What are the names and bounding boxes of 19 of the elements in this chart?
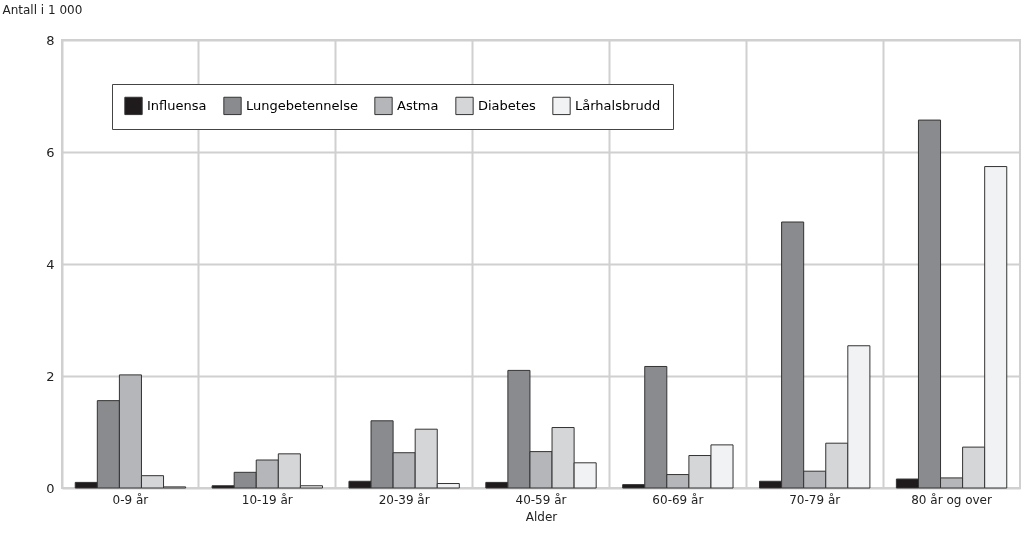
y-axis-title: Antall i 1 000 (2, 2, 83, 17)
y-tick-label: 6 (46, 144, 55, 160)
y-tick-label: 0 (46, 480, 55, 496)
legend-label: Diabetes (478, 97, 536, 113)
x-tick-label: 10-19 år (241, 492, 293, 507)
legend-label: Lårhalsbrudd (575, 97, 661, 113)
x-tick-label: 0-9 år (112, 492, 149, 507)
x-tick-label: 80 år og over (911, 492, 992, 507)
x-tick-label: 20-39 år (378, 492, 430, 507)
y-tick-label: 4 (46, 256, 55, 272)
y-tick-label: 8 (46, 32, 55, 48)
x-tick-label: 70-79 år (789, 492, 841, 507)
x-axis-title: Alder (525, 509, 558, 524)
y-tick-label: 2 (46, 368, 55, 384)
x-tick-label: 40-59 år (515, 492, 567, 507)
legend-label: Astma (397, 97, 439, 113)
legend-label: Influensa (147, 97, 207, 113)
legend-label: Lungebetennelse (246, 97, 358, 113)
x-tick-label: 60-69 år (652, 492, 704, 507)
